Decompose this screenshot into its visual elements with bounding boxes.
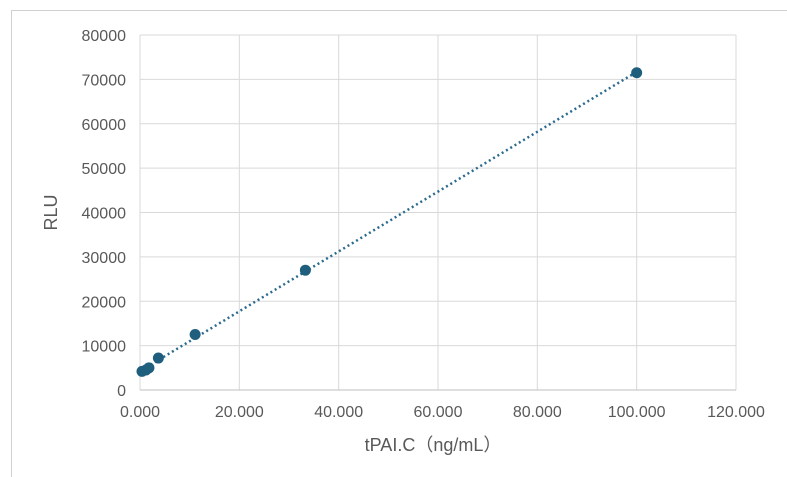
x-axis-title: tPAI.C（ng/mL）: [365, 435, 502, 455]
y-tick-label: 20000: [82, 294, 127, 311]
data-points: [136, 67, 643, 377]
x-tick-label: 60.000: [414, 404, 463, 421]
x-tick-label: 120.000: [707, 404, 765, 421]
y-axis-title: RLU: [41, 194, 61, 230]
tick-labels: 0 10000 20000 30000 40000 50000 60000 70000 8000…: [82, 28, 766, 421]
grid-lines: [139, 34, 737, 391]
y-tick-label: 40000: [82, 206, 127, 223]
y-tick-label: 10000: [82, 339, 127, 356]
y-tick-label: 30000: [82, 250, 127, 267]
frame-border-top: [11, 10, 787, 11]
y-tick-label: 50000: [82, 161, 127, 178]
data-point: [143, 362, 155, 374]
x-tick-label: 40.000: [314, 404, 363, 421]
x-tick-label: 20.000: [215, 404, 264, 421]
y-tick-label: 0: [117, 383, 126, 400]
data-point: [299, 264, 311, 276]
x-tick-label: 80.000: [513, 404, 562, 421]
linear-trendline: [141, 70, 638, 372]
data-point: [631, 67, 643, 79]
x-tick-label: 100.000: [608, 404, 666, 421]
data-point: [189, 329, 201, 341]
frame-border-left: [11, 10, 12, 477]
y-tick-label: 70000: [82, 72, 127, 89]
y-tick-label: 60000: [82, 117, 127, 134]
x-tick-label: 0.000: [120, 404, 160, 421]
data-point: [152, 352, 164, 364]
y-tick-label: 80000: [82, 28, 127, 45]
